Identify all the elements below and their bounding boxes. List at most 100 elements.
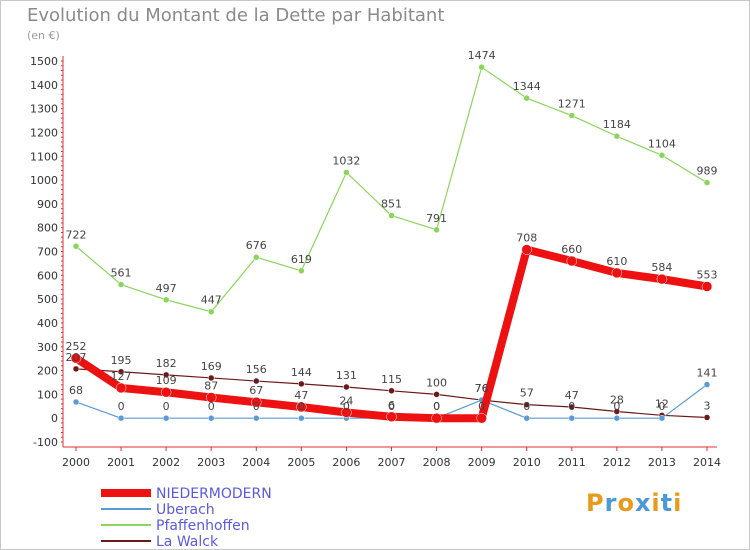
data-point-la-walck	[253, 377, 260, 385]
x-tick-label: 2008	[423, 456, 451, 469]
data-label-uberach: 0	[208, 400, 215, 413]
data-point-la-walck	[162, 371, 170, 379]
data-label-niedermodern: 553	[697, 269, 718, 282]
data-point-la-walck	[72, 365, 80, 373]
data-label-pfaffenhoffen: 1344	[513, 80, 541, 93]
y-tick-label: 300	[37, 341, 58, 354]
data-point-niedermodern	[566, 255, 578, 267]
data-label-pfaffenhoffen: 722	[66, 228, 87, 241]
chart-title: Evolution du Montant de la Dette par Hab…	[27, 5, 445, 26]
x-tick-label: 2013	[648, 456, 676, 469]
data-label-niedermodern: 660	[561, 243, 582, 256]
y-tick-label: 200	[37, 365, 58, 378]
x-tick-label: 2005	[287, 456, 315, 469]
data-point-uberach	[117, 414, 125, 422]
y-tick-label: 400	[37, 317, 58, 330]
data-point-niedermodern	[611, 267, 623, 279]
data-label-la-walck: 76	[475, 382, 489, 395]
x-tick-label: 2006	[332, 456, 360, 469]
data-point-pfaffenhoffen	[433, 226, 440, 234]
data-label-pfaffenhoffen: 619	[291, 253, 312, 266]
y-tick-label: -100	[33, 436, 58, 449]
y-tick-label: 1200	[30, 126, 58, 139]
data-point-pfaffenhoffen	[613, 132, 621, 140]
data-label-la-walck: 28	[610, 394, 624, 407]
legend-label-pfaffenhoffen: Pfaffenhoffen	[156, 518, 250, 534]
data-point-niedermodern	[656, 273, 668, 285]
data-label-pfaffenhoffen: 447	[201, 294, 222, 307]
data-label-niedermodern: 0	[433, 400, 440, 413]
data-label-niedermodern: 24	[339, 394, 353, 407]
data-point-pfaffenhoffen	[343, 169, 350, 176]
data-label-niedermodern: 0	[478, 400, 485, 413]
data-point-uberach	[703, 381, 711, 388]
data-point-la-walck	[523, 401, 530, 408]
data-point-niedermodern	[70, 352, 82, 364]
data-label-uberach: 141	[697, 367, 718, 380]
data-point-la-walck	[388, 387, 395, 395]
brand-letter: x	[634, 489, 652, 517]
data-point-pfaffenhoffen	[162, 296, 170, 304]
data-label-niedermodern: 47	[294, 389, 308, 402]
data-label-uberach: 0	[298, 400, 305, 413]
data-label-la-walck: 100	[426, 376, 447, 389]
data-point-uberach	[298, 414, 305, 422]
y-tick-label: 1400	[30, 79, 58, 92]
data-point-pfaffenhoffen	[478, 63, 485, 71]
brand-letter: r	[604, 489, 618, 517]
data-point-pfaffenhoffen	[388, 212, 395, 219]
data-label-pfaffenhoffen: 851	[381, 198, 402, 211]
data-label-la-walck: 57	[520, 387, 534, 400]
data-point-la-walck	[703, 414, 711, 421]
brand-letter: i	[673, 489, 683, 517]
data-label-pfaffenhoffen: 1104	[648, 137, 676, 150]
data-label-niedermodern: 87	[204, 379, 218, 392]
data-point-la-walck	[613, 408, 621, 415]
data-label-uberach: 76	[475, 382, 489, 395]
data-point-pfaffenhoffen	[253, 253, 260, 261]
x-tick-label: 2012	[603, 456, 631, 469]
brand-letter: P	[586, 489, 605, 517]
chart-unit: (en €)	[27, 29, 60, 42]
data-label-la-walck: 207	[66, 351, 87, 364]
data-point-niedermodern	[521, 244, 532, 255]
data-label-pfaffenhoffen: 989	[697, 165, 718, 178]
data-label-pfaffenhoffen: 676	[246, 239, 267, 252]
x-tick-label: 2011	[558, 456, 586, 469]
data-point-pfaffenhoffen	[568, 112, 576, 119]
data-label-pfaffenhoffen: 1032	[332, 154, 360, 167]
data-point-pfaffenhoffen	[72, 243, 80, 250]
data-label-la-walck: 195	[111, 354, 132, 367]
data-label-uberach: 0	[163, 400, 170, 413]
data-label-uberach: 0	[568, 400, 575, 413]
data-point-pfaffenhoffen	[117, 281, 125, 288]
data-point-niedermodern	[115, 382, 127, 394]
data-label-niedermodern: 708	[516, 232, 537, 245]
data-label-niedermodern: 610	[606, 255, 627, 268]
x-tick-label: 2000	[62, 456, 90, 469]
data-label-uberach: 0	[343, 400, 350, 413]
data-point-la-walck	[568, 403, 576, 411]
y-tick-label: 700	[37, 246, 58, 259]
y-tick-label: 500	[37, 293, 58, 306]
data-point-la-walck	[207, 374, 215, 382]
data-label-la-walck: 144	[291, 366, 312, 379]
data-point-la-walck	[343, 383, 350, 391]
x-tick-label: 2009	[468, 456, 496, 469]
data-label-niedermodern: 109	[156, 374, 177, 387]
data-label-pfaffenhoffen: 561	[111, 267, 132, 280]
y-tick-label: 1300	[30, 103, 58, 116]
data-point-uberach	[523, 414, 530, 422]
y-tick-label: 1500	[30, 55, 58, 68]
data-label-niedermodern: 127	[111, 370, 132, 383]
x-tick-label: 2002	[152, 456, 180, 469]
data-label-uberach: 0	[658, 400, 665, 413]
data-point-niedermodern	[251, 396, 262, 408]
brand-letter: i	[651, 489, 661, 517]
data-point-la-walck	[117, 368, 125, 376]
y-tick-label: 1000	[30, 174, 58, 187]
data-label-uberach: 0	[433, 400, 440, 413]
y-tick-label: 900	[37, 198, 58, 211]
data-label-la-walck: 47	[565, 389, 579, 402]
